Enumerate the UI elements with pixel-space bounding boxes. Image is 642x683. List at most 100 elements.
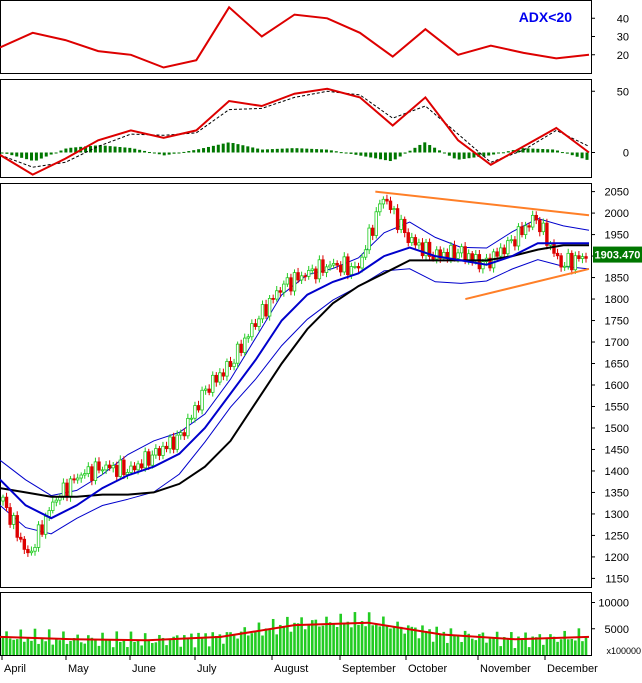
- candle-body: [161, 445, 165, 456]
- volume-bar: [570, 638, 574, 655]
- macd-histogram-bar: [172, 152, 176, 154]
- volume-bar: [403, 633, 407, 655]
- volume-bar: [293, 622, 296, 655]
- volume-bar: [495, 631, 499, 655]
- macd-histogram-bar: [556, 150, 560, 153]
- candle-body: [29, 550, 34, 554]
- candle-body: [385, 198, 389, 202]
- macd-histogram-bar: [487, 152, 491, 156]
- volume-bar: [463, 630, 467, 655]
- volume-bar: [552, 636, 556, 655]
- candle-body: [196, 405, 201, 411]
- bollinger-lower: [0, 259, 590, 535]
- volume-bar: [129, 631, 133, 655]
- volume-bar: [76, 634, 79, 655]
- macd-histogram-bar: [29, 152, 33, 161]
- adx-panel: [0, 0, 592, 74]
- candle-body: [566, 252, 570, 267]
- candle-body: [260, 304, 265, 320]
- candle-body: [122, 459, 126, 475]
- volume-bar: [87, 635, 90, 655]
- volume-bar: [584, 636, 588, 655]
- volume-bar: [271, 618, 275, 655]
- volume-bar: [151, 643, 154, 655]
- macd-histogram-bar: [305, 148, 309, 153]
- price-tick-label: 1950: [605, 230, 629, 242]
- x-tick-label: October: [408, 663, 447, 675]
- macd-histogram-bar: [152, 152, 156, 154]
- macd-histogram-bar: [398, 152, 402, 157]
- volume-bar: [321, 625, 325, 655]
- volume-bar: [15, 639, 19, 655]
- candle-body: [367, 227, 371, 251]
- volume-bar: [488, 638, 492, 655]
- candle-body: [65, 482, 69, 498]
- volume-bar: [65, 643, 69, 655]
- volume-bar: [342, 624, 346, 655]
- volume-bar: [37, 643, 40, 655]
- price-tick-label: 2000: [605, 208, 629, 220]
- macd-histogram-bar: [192, 150, 196, 153]
- candle-body: [559, 255, 563, 268]
- candle-body: [463, 246, 467, 262]
- volume-bar: [385, 626, 389, 655]
- volume-bar: [410, 626, 414, 655]
- candle-body: [321, 259, 325, 273]
- macd-histogram-bar: [197, 149, 201, 153]
- price-tick-label: 1850: [605, 273, 629, 285]
- candle-body: [424, 241, 428, 257]
- macd-histogram-bar: [403, 152, 407, 154]
- volume-bar: [79, 642, 83, 655]
- macd-histogram-bar: [133, 148, 137, 153]
- macd-histogram-bar: [187, 151, 191, 153]
- volume-bar: [214, 636, 218, 655]
- candle-body: [182, 432, 186, 437]
- volume-bar: [378, 626, 382, 655]
- volume-bar: [325, 616, 328, 655]
- trendline-upper: [375, 190, 590, 217]
- candle-body: [86, 466, 91, 475]
- macd-histogram-bar: [231, 143, 235, 153]
- volume-bar: [264, 628, 268, 655]
- candle-body: [243, 337, 247, 353]
- candle-body: [381, 198, 386, 205]
- volume-bar: [161, 637, 165, 655]
- candle-body: [47, 510, 51, 517]
- candle-body: [388, 200, 393, 210]
- volume-bar: [69, 641, 72, 655]
- volume-bar: [396, 621, 399, 655]
- volume-bar: [506, 639, 510, 655]
- volume-bar: [186, 637, 190, 655]
- volume-bar: [456, 634, 460, 655]
- macd-histogram-bar: [531, 148, 535, 153]
- volume-bar: [147, 640, 151, 655]
- candle-body: [100, 469, 105, 472]
- macd-histogram-bar: [501, 152, 505, 154]
- macd-tick-label: 0: [623, 148, 629, 160]
- macd-histogram-bar: [113, 146, 117, 153]
- price-tick-label: 1250: [605, 530, 629, 542]
- candle-body: [132, 465, 137, 471]
- macd-histogram-bar: [310, 148, 314, 153]
- candle-body: [278, 290, 282, 293]
- macd-histogram-bar: [457, 152, 461, 160]
- volume-bar: [94, 640, 97, 655]
- adx-tick-label: 30: [617, 32, 629, 44]
- x-tick-label: December: [547, 663, 598, 675]
- trendline-lower: [465, 267, 590, 301]
- candle-body: [22, 538, 27, 550]
- volume-bar: [357, 624, 360, 655]
- candle-body: [150, 454, 155, 466]
- candle-body: [211, 374, 215, 393]
- volume-bar: [5, 631, 8, 655]
- volume-bar: [218, 634, 222, 655]
- candle-body: [417, 242, 421, 246]
- volume-bar: [44, 641, 47, 655]
- candle-body: [83, 473, 87, 476]
- macd-histogram-bar: [447, 152, 451, 156]
- volume-bar: [83, 643, 87, 655]
- macd-histogram-bar: [442, 152, 446, 154]
- candle-body: [346, 256, 350, 276]
